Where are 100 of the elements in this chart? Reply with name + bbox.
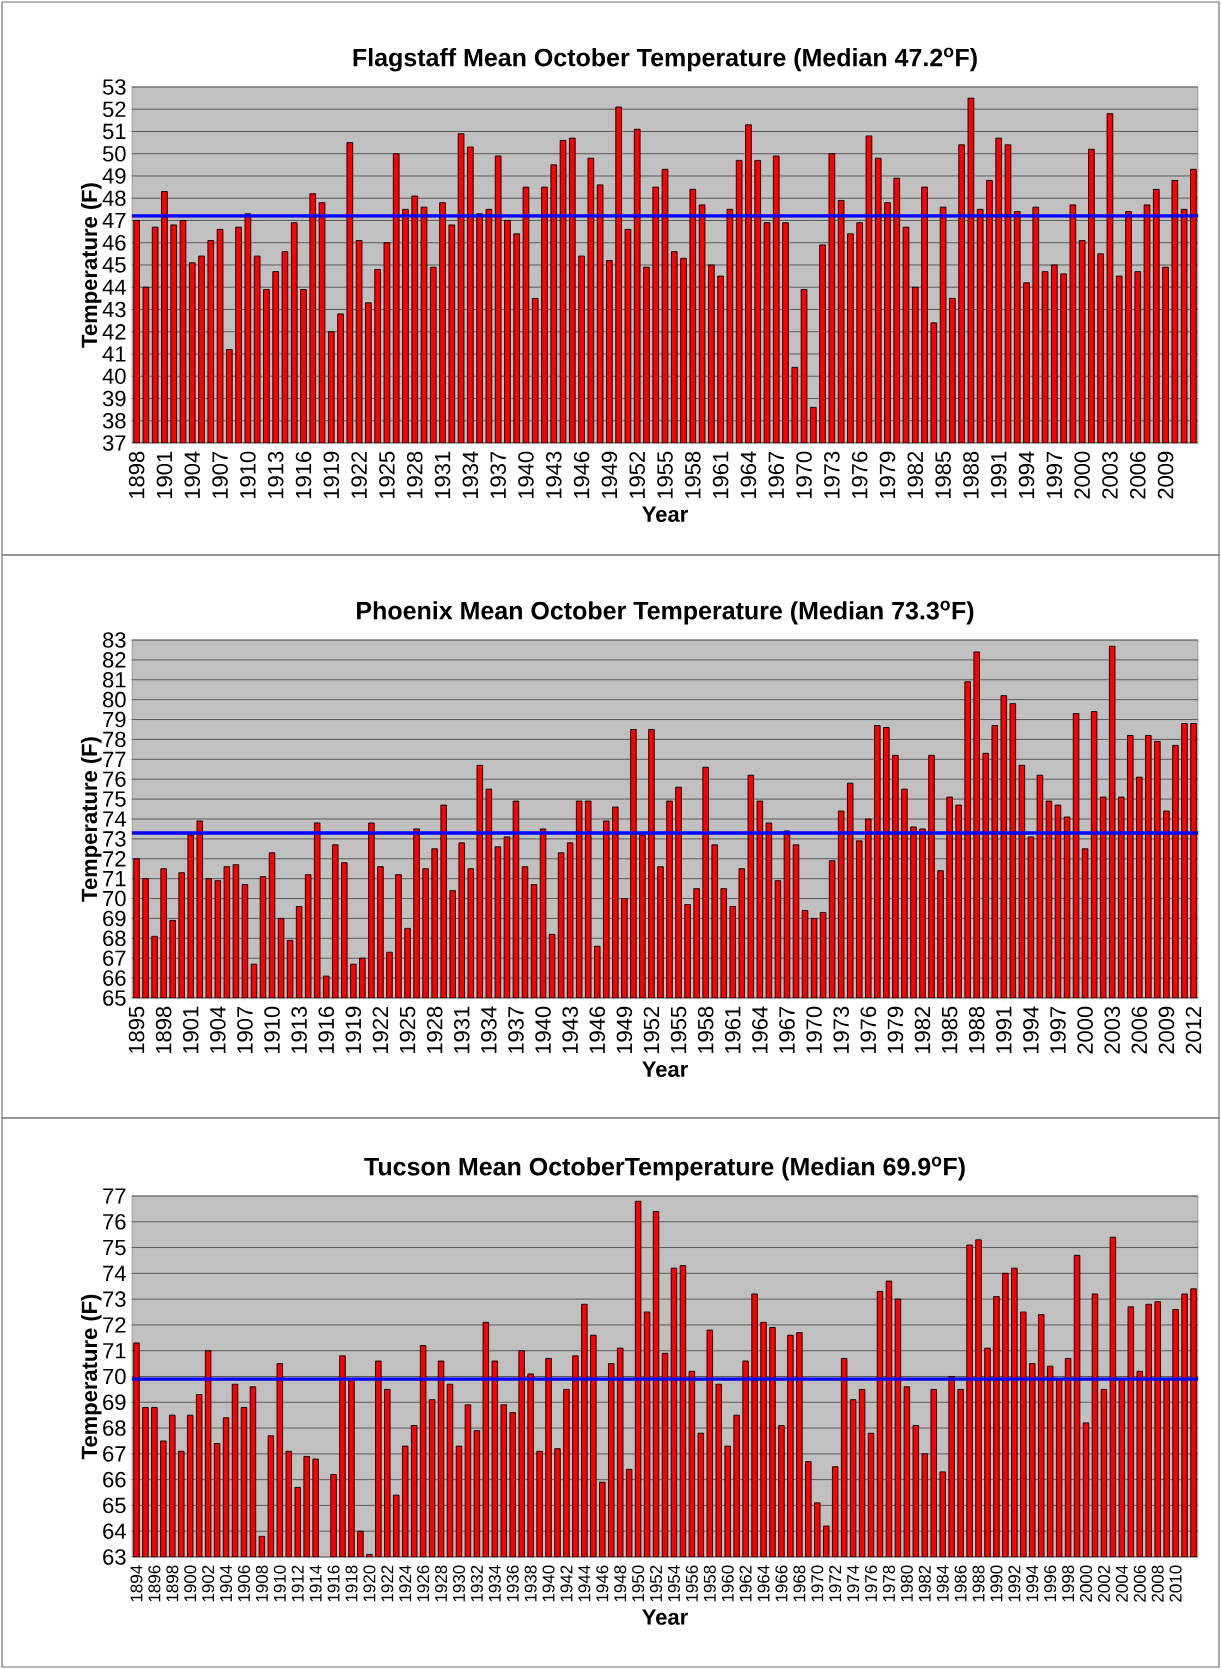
x-tick-label: 1931 bbox=[434, 451, 451, 499]
x-tick-label: 1925 bbox=[379, 451, 395, 499]
x-tick-label: 1946 bbox=[589, 1006, 606, 1054]
y-tick-label: 82 bbox=[103, 652, 126, 668]
x-tick-label: 1904 bbox=[184, 451, 201, 499]
x-tick-label: 1991 bbox=[990, 451, 1007, 499]
x-tick-label: 2012 bbox=[1185, 1006, 1202, 1054]
x-tick-label: 1946 bbox=[596, 1565, 609, 1602]
y-tick-label: 65 bbox=[103, 1497, 126, 1514]
x-tick-label: 2003 bbox=[1104, 1006, 1120, 1054]
x-tick-label: 1904 bbox=[210, 1006, 226, 1054]
x-tick-label: 1916 bbox=[327, 1565, 340, 1602]
x-tick-label: 1928 bbox=[406, 451, 423, 499]
x-tick-label: 1943 bbox=[562, 1006, 578, 1054]
x-tick-label: 2004 bbox=[1115, 1565, 1128, 1602]
x-tick-label: 1964 bbox=[740, 451, 757, 499]
x-tick-label: 1974 bbox=[847, 1565, 860, 1602]
y-tick-label: 68 bbox=[103, 1420, 126, 1436]
y-tick-label: 51 bbox=[102, 123, 126, 140]
x-tick-label: 1918 bbox=[345, 1565, 358, 1602]
x-tick-label: 1914 bbox=[309, 1565, 322, 1602]
x-tick-label: 1907 bbox=[237, 1006, 253, 1054]
x-tick-label: 1942 bbox=[560, 1565, 573, 1602]
x-tick-label: 1910 bbox=[264, 1006, 280, 1054]
x-tick-label: 1967 bbox=[768, 451, 785, 499]
x-tick-label: 1943 bbox=[545, 451, 562, 499]
x-axis-title: Year bbox=[642, 1609, 688, 1625]
x-tick-label: 1956 bbox=[685, 1565, 698, 1602]
y-tick-label: 52 bbox=[102, 101, 126, 118]
x-tick-label: 1940 bbox=[535, 1006, 551, 1054]
x-tick-label: 2010 bbox=[1169, 1565, 1182, 1602]
x-tick-label: 1985 bbox=[935, 451, 951, 499]
x-tick-label: 1988 bbox=[968, 1006, 985, 1054]
x-tick-label: 1962 bbox=[739, 1565, 752, 1602]
y-tick-label: 65 bbox=[103, 990, 126, 1006]
x-tick-label: 1966 bbox=[775, 1565, 788, 1602]
x-tick-label: 1952 bbox=[629, 451, 645, 499]
x-tick-label: 1994 bbox=[1018, 451, 1035, 499]
x-tick-label: 2009 bbox=[1158, 1006, 1175, 1054]
x-tick-label: 1916 bbox=[318, 1006, 335, 1054]
x-tick-label: 1952 bbox=[643, 1006, 660, 1054]
x-tick-label: 1976 bbox=[860, 1006, 877, 1054]
x-tick-label: 1925 bbox=[399, 1006, 416, 1054]
x-tick-label: 1898 bbox=[128, 451, 145, 499]
x-tick-label: 1934 bbox=[488, 1565, 501, 1602]
y-tick-label: 46 bbox=[102, 234, 126, 251]
x-tick-label: 1898 bbox=[155, 1006, 172, 1054]
x-tick-label: 1976 bbox=[865, 1565, 878, 1602]
x-tick-label: 1922 bbox=[381, 1565, 394, 1602]
x-tick-label: 1979 bbox=[887, 1006, 904, 1054]
x-tick-label: 1896 bbox=[148, 1565, 161, 1602]
y-tick-label: 71 bbox=[103, 1343, 126, 1359]
x-tick-label: 1998 bbox=[1062, 1565, 1075, 1602]
y-tick-label: 38 bbox=[102, 412, 126, 429]
x-tick-label: 1964 bbox=[752, 1006, 768, 1054]
x-tick-label: 1910 bbox=[273, 1565, 286, 1602]
x-tick-label: 1902 bbox=[202, 1565, 215, 1602]
x-tick-label: 1910 bbox=[240, 451, 256, 499]
x-tick-label: 1973 bbox=[824, 451, 840, 499]
x-tick-label: 1932 bbox=[470, 1565, 483, 1602]
x-tick-label: 1986 bbox=[954, 1565, 967, 1602]
y-tick-label: 69 bbox=[103, 1394, 126, 1411]
y-tick-label: 75 bbox=[103, 1239, 126, 1256]
x-tick-label: 1930 bbox=[452, 1565, 465, 1602]
x-tick-label: 1904 bbox=[220, 1565, 233, 1602]
y-tick-label: 39 bbox=[102, 390, 126, 407]
chart-title: Phoenix Mean October Temperature (Median 73.3$^{o}$F) bbox=[357, 600, 974, 625]
y-tick-label: 69 bbox=[103, 910, 126, 927]
y-axis-title: Temperature (F) bbox=[81, 737, 102, 902]
x-tick-label: 1970 bbox=[806, 1006, 822, 1054]
y-tick-label: 78 bbox=[103, 731, 126, 748]
x-axis-title: Year bbox=[642, 1061, 688, 1077]
y-tick-label: 50 bbox=[102, 145, 126, 162]
x-tick-label: 1931 bbox=[453, 1006, 470, 1054]
x-tick-label: 2008 bbox=[1151, 1565, 1164, 1602]
y-tick-label: 49 bbox=[102, 168, 126, 184]
x-tick-label: 2006 bbox=[1131, 1006, 1148, 1054]
x-tick-label: 1994 bbox=[1026, 1565, 1039, 1602]
x-tick-label: 1982 bbox=[914, 1006, 931, 1054]
x-tick-label: 1997 bbox=[1046, 451, 1063, 499]
x-tick-label: 1907 bbox=[212, 451, 228, 499]
x-tick-label: 1970 bbox=[811, 1565, 824, 1602]
x-tick-label: 2009 bbox=[1157, 451, 1174, 499]
y-tick-label: 40 bbox=[102, 368, 126, 385]
x-tick-label: 1982 bbox=[907, 451, 924, 499]
y-tick-label: 70 bbox=[103, 1368, 126, 1385]
x-tick-label: 1922 bbox=[372, 1006, 389, 1054]
y-tick-label: 41 bbox=[102, 346, 126, 362]
x-tick-label: 1954 bbox=[667, 1565, 680, 1602]
y-tick-label: 76 bbox=[103, 771, 126, 787]
y-tick-label: 76 bbox=[103, 1213, 126, 1230]
x-tick-label: 1908 bbox=[255, 1565, 268, 1602]
x-tick-label: 1900 bbox=[184, 1565, 197, 1602]
x-tick-label: 1949 bbox=[601, 451, 618, 499]
y-tick-label: 66 bbox=[103, 1471, 126, 1488]
y-tick-label: 64 bbox=[103, 1523, 126, 1539]
x-tick-label: 1946 bbox=[573, 451, 590, 499]
x-tick-label: 1961 bbox=[724, 1006, 741, 1054]
x-tick-label: 1958 bbox=[703, 1565, 716, 1602]
y-tick-label: 47 bbox=[102, 212, 126, 229]
